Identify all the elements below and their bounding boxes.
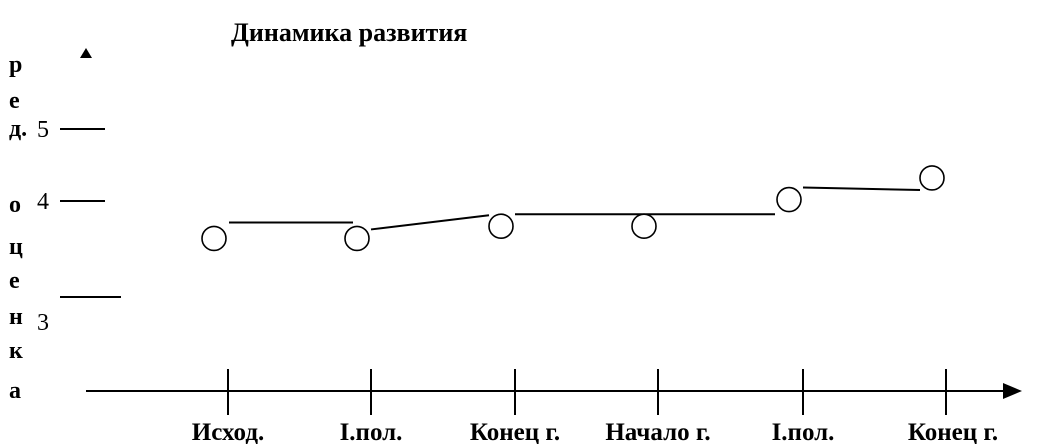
series-points	[201, 165, 945, 252]
y-axis-ticks: 5 4 3	[37, 117, 121, 336]
series-segment	[370, 214, 490, 231]
data-point	[919, 165, 945, 191]
x-axis-ticks	[227, 369, 947, 415]
chart-title: Динамика развития	[231, 18, 467, 47]
x-tick-label: Начало г.	[605, 419, 710, 444]
y-tick-label: 5	[37, 117, 49, 143]
y-axis-arrow-icon	[80, 48, 92, 58]
series-lines	[229, 186, 921, 231]
y-label-letter: ц	[9, 234, 23, 260]
y-label-letter: е	[9, 88, 20, 114]
y-label-letter: к	[9, 338, 23, 364]
series-segment	[802, 186, 921, 191]
y-label-letter: о	[9, 192, 21, 218]
data-point	[776, 186, 802, 213]
y-tick-label: 4	[37, 189, 49, 215]
y-label-letter: д.	[9, 116, 27, 142]
data-point	[631, 213, 657, 239]
x-tick-label: I.пол.	[340, 419, 403, 444]
x-axis-arrow-icon	[1003, 383, 1022, 399]
y-label-letter: а	[9, 378, 21, 404]
x-tick-label: I.пол.	[772, 419, 835, 444]
x-tick-label: Конец г.	[908, 419, 998, 444]
y-label-letter: е	[9, 268, 20, 294]
x-tick-label: Исход.	[192, 419, 264, 444]
data-point	[344, 225, 370, 252]
data-point	[488, 213, 514, 239]
y-label-letter: р	[9, 52, 22, 78]
y-tick-label: 3	[37, 310, 49, 336]
x-tick-label: Конец г.	[470, 419, 560, 444]
data-point	[201, 225, 227, 252]
y-label-letter: н	[9, 304, 23, 330]
x-axis-labels: Исход. I.пол. Конец г. Начало г. I.пол. Конец…	[192, 419, 998, 444]
